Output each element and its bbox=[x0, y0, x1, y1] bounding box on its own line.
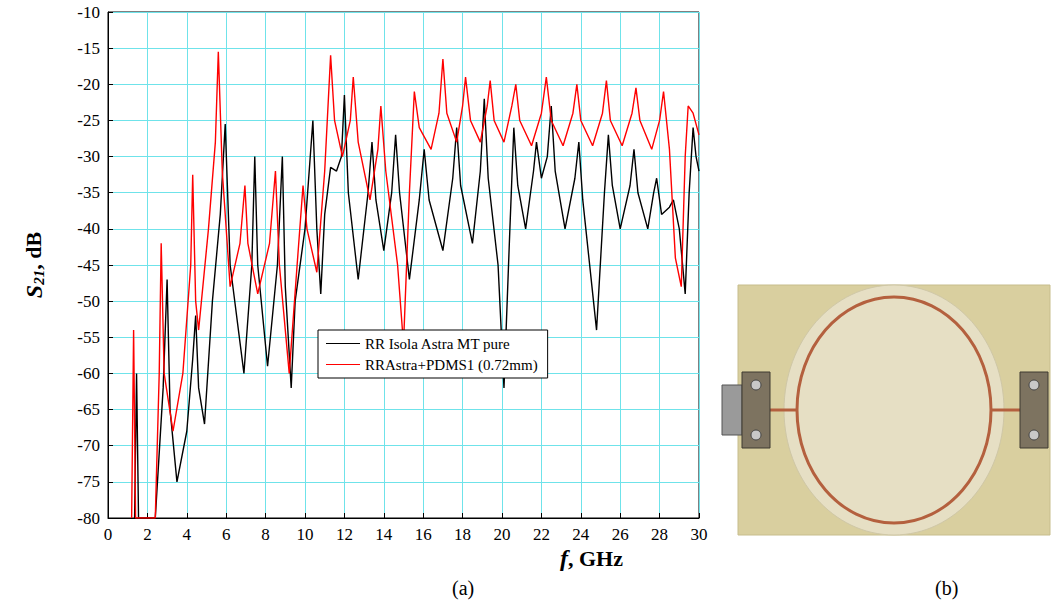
svg-text:S: S bbox=[21, 285, 47, 298]
svg-text:20: 20 bbox=[494, 525, 511, 544]
svg-text:8: 8 bbox=[261, 525, 270, 544]
svg-text:-40: -40 bbox=[77, 219, 100, 238]
svg-text:10: 10 bbox=[297, 525, 314, 544]
svg-text:-50: -50 bbox=[77, 292, 100, 311]
svg-text:18: 18 bbox=[454, 525, 471, 544]
svg-text:26: 26 bbox=[612, 525, 629, 544]
svg-text:6: 6 bbox=[222, 525, 231, 544]
svg-text:2: 2 bbox=[143, 525, 152, 544]
svg-text:22: 22 bbox=[533, 525, 550, 544]
svg-text:12: 12 bbox=[336, 525, 353, 544]
svg-text:, GHz: , GHz bbox=[568, 546, 623, 571]
svg-text:-70: -70 bbox=[77, 436, 100, 455]
svg-text:(b): (b) bbox=[935, 577, 958, 600]
svg-text:24: 24 bbox=[572, 525, 590, 544]
svg-text:-20: -20 bbox=[77, 75, 100, 94]
svg-text:21: 21 bbox=[31, 270, 47, 286]
svg-text:-15: -15 bbox=[77, 39, 100, 58]
svg-text:-25: -25 bbox=[77, 111, 100, 130]
svg-text:-45: -45 bbox=[77, 256, 100, 275]
svg-text:RR Isola Astra MT pure: RR Isola Astra MT pure bbox=[365, 336, 510, 352]
svg-text:-30: -30 bbox=[77, 147, 100, 166]
svg-text:-10: -10 bbox=[77, 3, 100, 22]
svg-text:-60: -60 bbox=[77, 364, 100, 383]
svg-text:28: 28 bbox=[651, 525, 668, 544]
svg-text:14: 14 bbox=[375, 525, 393, 544]
svg-text:30: 30 bbox=[691, 525, 708, 544]
svg-text:0: 0 bbox=[104, 525, 113, 544]
svg-text:-35: -35 bbox=[77, 183, 100, 202]
svg-text:16: 16 bbox=[415, 525, 432, 544]
svg-text:RRAstra+PDMS1 (0.72mm): RRAstra+PDMS1 (0.72mm) bbox=[365, 357, 538, 374]
svg-text:(a): (a) bbox=[452, 577, 474, 600]
svg-text:4: 4 bbox=[183, 525, 192, 544]
svg-text:-80: -80 bbox=[77, 509, 100, 528]
svg-text:-65: -65 bbox=[77, 400, 100, 419]
svg-text:, dB: , dB bbox=[21, 232, 46, 270]
svg-text:-75: -75 bbox=[77, 472, 100, 491]
svg-text:f: f bbox=[560, 545, 568, 571]
svg-text:-55: -55 bbox=[77, 328, 100, 347]
